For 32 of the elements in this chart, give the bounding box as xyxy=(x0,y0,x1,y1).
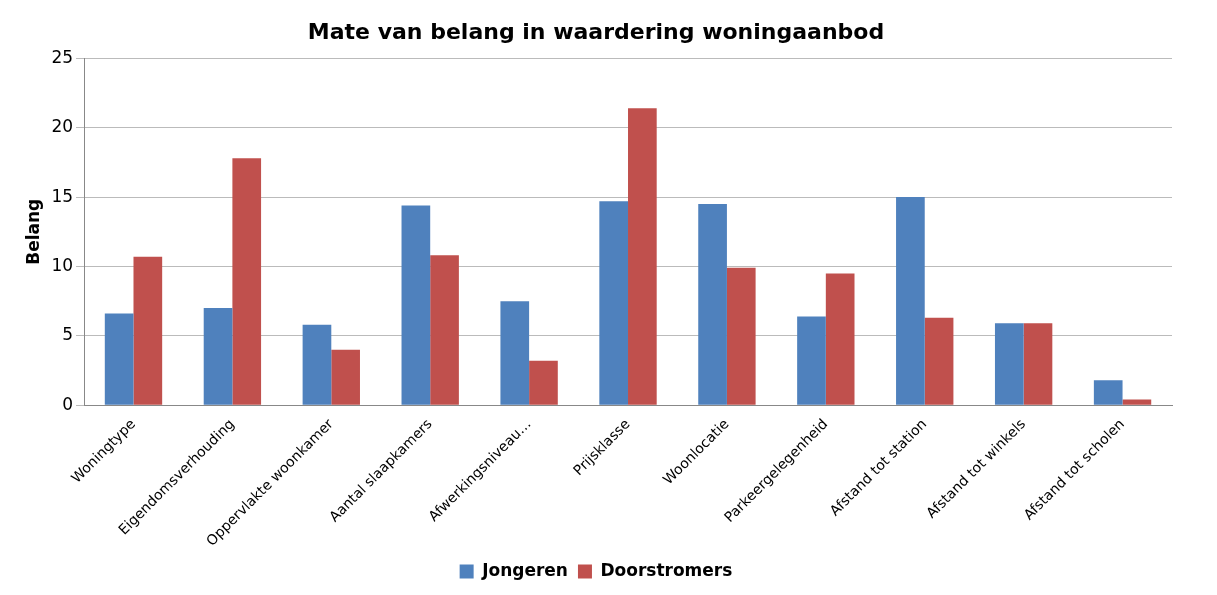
bar xyxy=(500,301,530,405)
bar xyxy=(1093,380,1123,405)
bar xyxy=(599,201,629,405)
y-tick-label: 25 xyxy=(51,46,74,67)
bar xyxy=(529,360,558,405)
bar xyxy=(994,323,1024,405)
bar xyxy=(726,267,756,405)
y-tick-label: 15 xyxy=(51,185,74,206)
bar xyxy=(1023,323,1053,405)
bar xyxy=(302,324,332,405)
bar xyxy=(924,317,954,405)
bar xyxy=(203,308,233,405)
bar xyxy=(430,255,459,405)
y-tick-label: 10 xyxy=(51,254,74,275)
y-tick-label: 5 xyxy=(62,324,74,345)
y-axis-title: Belang xyxy=(22,198,43,265)
bar xyxy=(896,197,925,405)
bar xyxy=(825,273,855,405)
legend-label: Jongeren xyxy=(481,559,568,580)
bar xyxy=(628,108,657,405)
y-tick-label: 0 xyxy=(62,393,74,414)
legend-label: Doorstromers xyxy=(600,559,733,580)
chart-title: Mate van belang in waardering woningaanbod xyxy=(307,18,885,44)
bar xyxy=(401,205,431,405)
bar xyxy=(104,313,134,405)
bar xyxy=(1122,399,1152,405)
bar xyxy=(232,158,262,405)
bar xyxy=(133,256,163,405)
bar xyxy=(698,204,727,405)
y-tick-label: 20 xyxy=(51,116,74,137)
bar xyxy=(797,316,826,405)
bar xyxy=(331,349,360,405)
